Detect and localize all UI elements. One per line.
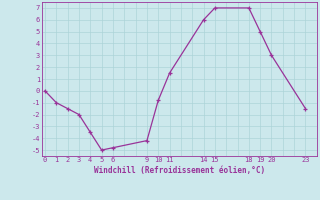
X-axis label: Windchill (Refroidissement éolien,°C): Windchill (Refroidissement éolien,°C) xyxy=(94,166,265,175)
